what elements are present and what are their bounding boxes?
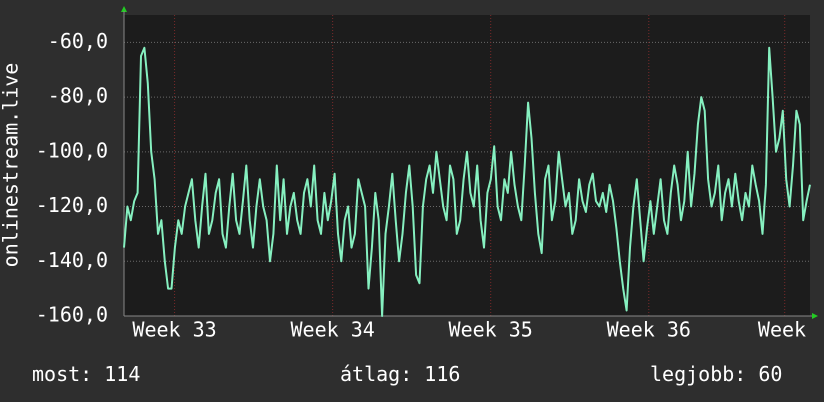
x-tick-label: Week 34	[290, 318, 374, 342]
stat: legjobb: 60	[650, 362, 782, 386]
y-tick-label: -60,0	[48, 29, 108, 53]
y-tick-label: -140,0	[36, 248, 108, 272]
y-axis-label: onlinestream.live	[0, 63, 23, 268]
y-tick-label: -80,0	[48, 84, 108, 108]
x-tick-label: Week	[758, 318, 806, 342]
axis-arrow	[812, 313, 818, 319]
stat-label: legjobb:	[650, 362, 746, 386]
stat-label: átlag:	[340, 362, 412, 386]
stat-value: 116	[424, 362, 460, 386]
stat-label: most:	[32, 362, 92, 386]
x-tick-label: Week 33	[132, 318, 216, 342]
data-line	[123, 46, 811, 317]
y-tick-label: -120,0	[36, 193, 108, 217]
x-tick-label: Week 35	[449, 318, 533, 342]
y-tick-label: -160,0	[36, 303, 108, 327]
stat-value: 60	[758, 362, 782, 386]
stat-value: 114	[104, 362, 140, 386]
stat: átlag: 116	[340, 362, 460, 386]
stat: most: 114	[32, 362, 140, 386]
y-tick-label: -100,0	[36, 138, 108, 162]
x-tick-label: Week 36	[607, 318, 691, 342]
axis-arrow	[121, 6, 127, 12]
